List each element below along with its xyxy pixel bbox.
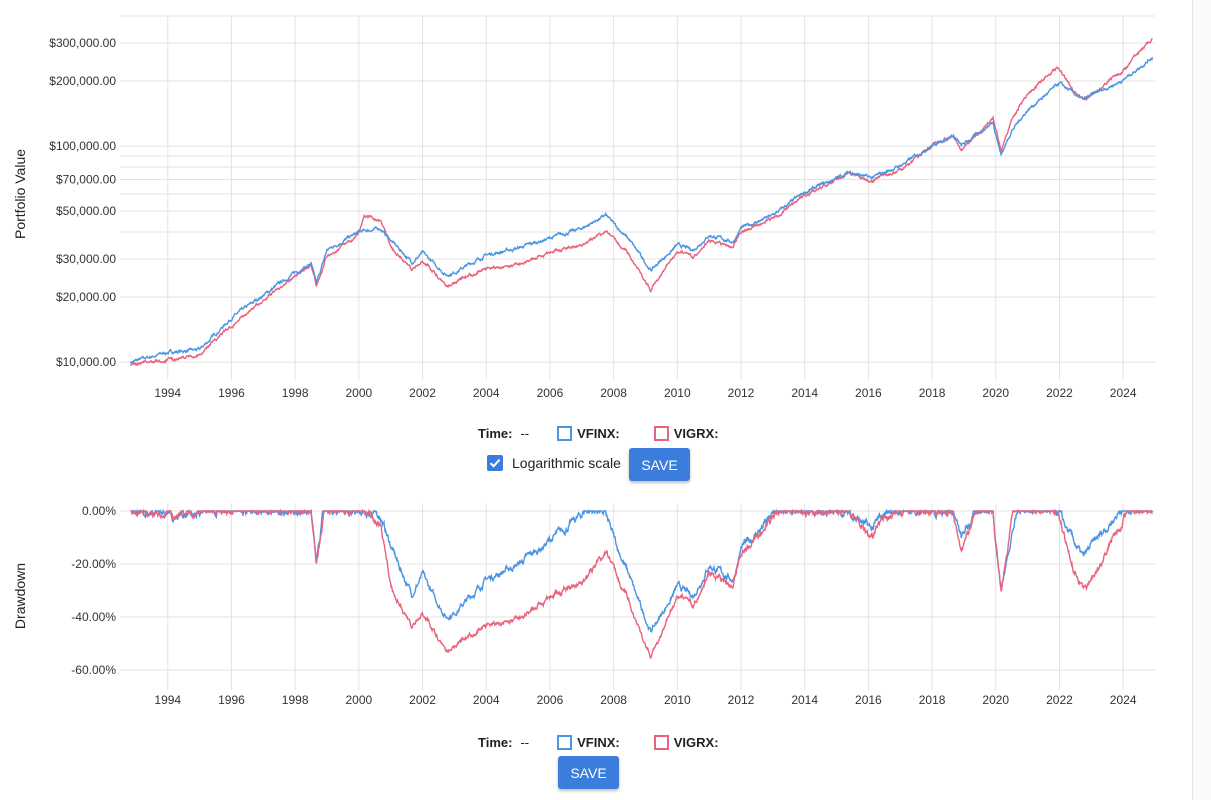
y-axis-title: Drawdown <box>12 563 28 629</box>
portfolio-value-chart: 1994 1996 1998 2000 2002 2004 2006 2008 2010 2012… <box>12 15 1155 400</box>
y-tick-label: -20.00% <box>71 557 116 571</box>
y-tick-label: $200,000.00 <box>49 74 116 88</box>
x-tick-label: 1998 <box>282 386 309 400</box>
x-tick-label: 2022 <box>1046 386 1073 400</box>
x-tick-label: 1996 <box>218 386 245 400</box>
y-tick-label: $300,000.00 <box>49 36 116 50</box>
y-tick-label: $30,000.00 <box>56 252 116 266</box>
bottom-legend: Time: -- VFINX: VIGRX: <box>478 735 747 750</box>
x-tick-label: 1998 <box>282 693 309 707</box>
save-button-drawdown[interactable]: SAVE <box>558 756 619 789</box>
time-readout: Time: -- <box>478 735 529 750</box>
time-readout: Time: -- <box>478 426 529 441</box>
legend-item-vfinx[interactable]: VFINX: <box>557 426 620 441</box>
save-button[interactable]: SAVE <box>629 448 690 481</box>
x-tick-label: 2004 <box>473 693 500 707</box>
legend-label: VIGRX: <box>673 735 719 750</box>
series-line-vfinx <box>129 56 1153 364</box>
x-tick-label: 2008 <box>600 693 627 707</box>
x-tick-label: 2018 <box>919 693 946 707</box>
x-tick-label: 2006 <box>537 386 564 400</box>
legend-label: VFINX: <box>577 735 620 750</box>
log-scale-toggle[interactable]: Logarithmic scale <box>487 455 621 471</box>
x-tick-label: 2000 <box>345 693 372 707</box>
x-tick-label: 1994 <box>154 693 181 707</box>
x-tick-label: 2020 <box>982 693 1009 707</box>
x-tick-label: 2012 <box>728 386 755 400</box>
y-tick-label: -40.00% <box>71 610 116 624</box>
x-tick-label: 2006 <box>537 693 564 707</box>
y-tick-label: $50,000.00 <box>56 204 116 218</box>
series-line-vigrx <box>129 38 1153 367</box>
y-tick-label: $10,000.00 <box>56 355 116 369</box>
vigrx-swatch <box>653 426 669 441</box>
x-tick-label: 2016 <box>855 693 882 707</box>
y-tick-label: 0.00% <box>82 504 116 518</box>
legend-item-vigrx[interactable]: VIGRX: <box>653 735 719 750</box>
drawdown-chart: 0.00% -20.00% -40.00% -60.00% 1994 1996 1998 20… <box>12 503 1155 707</box>
x-tick-label: 1996 <box>218 693 245 707</box>
checkbox-checked-icon[interactable] <box>487 455 503 471</box>
y-axis-title: Portfolio Value <box>12 149 28 239</box>
legend-item-vfinx[interactable]: VFINX: <box>557 735 620 750</box>
x-tick-label: 2002 <box>409 693 436 707</box>
x-tick-label: 2016 <box>855 386 882 400</box>
x-tick-label: 2000 <box>345 386 372 400</box>
x-tick-label: 1994 <box>154 386 181 400</box>
log-scale-label: Logarithmic scale <box>512 455 621 471</box>
vfinx-swatch <box>557 735 573 750</box>
x-tick-label: 2024 <box>1110 386 1137 400</box>
time-label: Time: <box>478 426 513 441</box>
x-tick-label: 2004 <box>473 386 500 400</box>
time-label: Time: <box>478 735 513 750</box>
x-tick-label: 2014 <box>791 386 818 400</box>
time-value: -- <box>520 426 530 441</box>
x-tick-label: 2024 <box>1110 693 1137 707</box>
x-tick-label: 2018 <box>919 386 946 400</box>
x-tick-label: 2010 <box>664 693 691 707</box>
x-tick-label: 2002 <box>409 386 436 400</box>
top-legend: Time: -- VFINX: VIGRX: <box>478 426 747 441</box>
y-tick-label: $100,000.00 <box>49 139 116 153</box>
x-tick-label: 2010 <box>664 386 691 400</box>
legend-label: VIGRX: <box>673 426 719 441</box>
legend-item-vigrx[interactable]: VIGRX: <box>653 426 719 441</box>
page-scrollbar[interactable] <box>1192 0 1211 800</box>
x-tick-label: 2014 <box>791 693 818 707</box>
x-tick-label: 2012 <box>728 693 755 707</box>
y-tick-label: $70,000.00 <box>56 173 116 187</box>
time-value: -- <box>520 735 530 750</box>
vfinx-swatch <box>557 426 573 441</box>
y-tick-label: -60.00% <box>71 663 116 677</box>
x-tick-label: 2020 <box>982 386 1009 400</box>
drawdown-line-vigrx <box>130 508 1153 660</box>
y-tick-label: $20,000.00 <box>56 290 116 304</box>
x-tick-label: 2022 <box>1046 693 1073 707</box>
vigrx-swatch <box>653 735 669 750</box>
x-tick-label: 2008 <box>600 386 627 400</box>
legend-label: VFINX: <box>577 426 620 441</box>
